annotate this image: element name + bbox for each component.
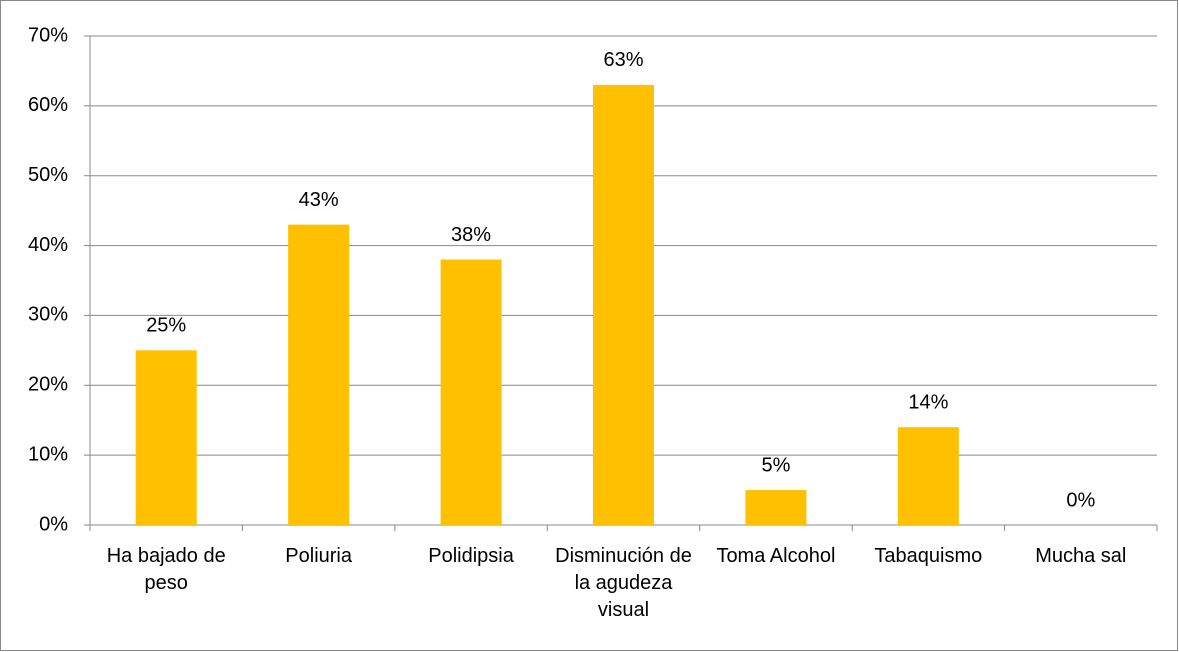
bar [440,259,502,525]
y-tick-label: 10% [28,443,68,465]
x-tick-label: Tabaquismo [874,545,982,567]
bar [135,350,197,525]
x-tick-label: Mucha sal [1035,545,1126,567]
x-tick-label: Disminución de la agudeza visual [555,545,692,621]
y-tick-label: 20% [28,374,68,396]
bar [897,427,959,525]
data-label: 43% [299,189,339,211]
y-tick-label: 70% [28,24,68,46]
data-label: 63% [603,49,643,71]
x-tick-label: Toma Alcohol [716,545,835,567]
y-tick-label: 40% [28,234,68,256]
bar [593,84,654,526]
data-label: 0% [1066,489,1095,511]
data-label: 5% [761,454,790,476]
x-tick-label: Polidipsia [428,545,514,567]
data-label: 14% [908,391,948,413]
data-label: 25% [146,315,186,337]
x-tick-label: Poliuria [285,545,353,567]
y-tick-label: 60% [28,94,68,116]
y-tick-label: 50% [28,164,68,186]
y-tick-label: 0% [39,513,68,535]
y-tick-label: 30% [28,304,68,326]
data-label: 38% [451,224,491,246]
bar [745,490,807,525]
bar [288,224,350,525]
x-tick-label: Ha bajado de peso [107,545,226,594]
